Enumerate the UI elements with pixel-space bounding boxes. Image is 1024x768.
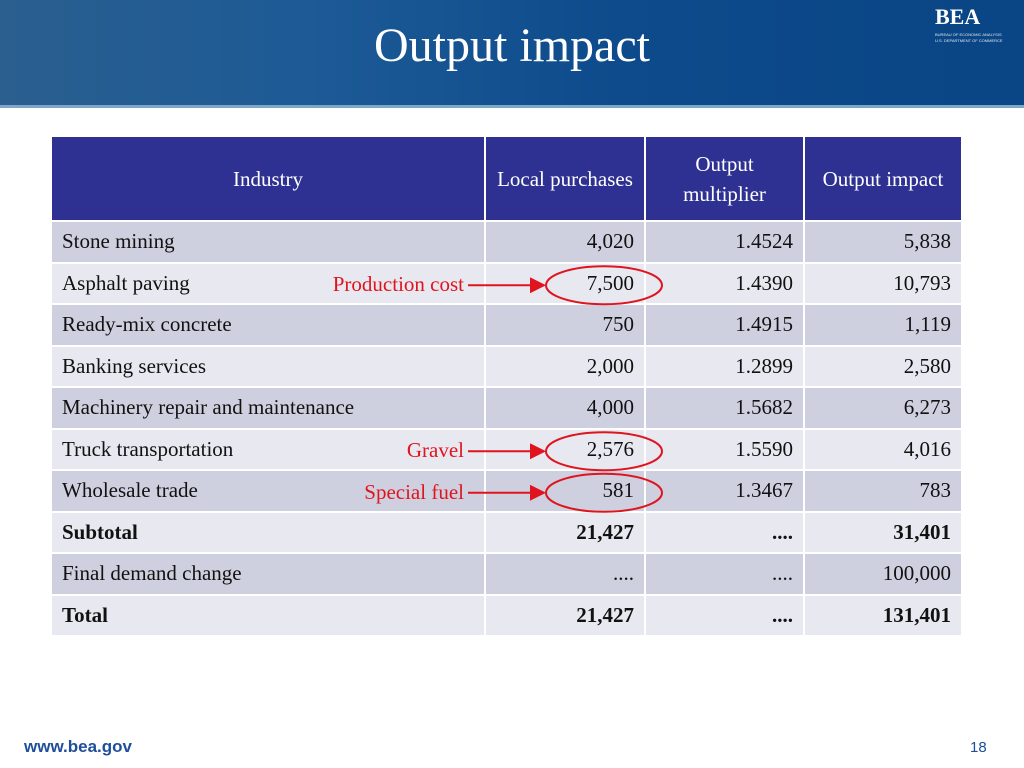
table-cell: 2,000	[486, 346, 646, 388]
table-cell: 1.5590	[646, 429, 805, 471]
table-cell: 4,020	[486, 222, 646, 264]
logo-subtitle: U.S. DEPARTMENT OF COMMERCE	[935, 38, 1003, 43]
table-cell: Banking services	[52, 346, 486, 388]
table-cell: 2,576	[486, 429, 646, 471]
table-cell: Subtotal	[52, 512, 486, 554]
table-cell: 7,500	[486, 263, 646, 305]
logo-subtitle: BUREAU OF ECONOMIC ANALYSIS	[935, 32, 1002, 37]
annotation-label: Gravel	[406, 438, 464, 463]
table-cell: Truck transportation	[52, 429, 486, 471]
table-cell: 581	[486, 471, 646, 513]
table-cell: 1.2899	[646, 346, 805, 388]
table-cell: 4,000	[486, 388, 646, 430]
table-cell: 1.4390	[646, 263, 805, 305]
header-band: Output impact BEA BUREAU OF ECONOMIC ANA…	[0, 0, 1024, 108]
table-cell: ....	[486, 554, 646, 596]
table-cell: 1.3467	[646, 471, 805, 513]
table-cell: Ready-mix concrete	[52, 305, 486, 347]
column-header: Output impact	[805, 137, 963, 222]
slide-title: Output impact	[374, 19, 650, 72]
table-cell: 100,000	[805, 554, 963, 596]
table-cell: Stone mining	[52, 222, 486, 264]
table-cell: 21,427	[486, 595, 646, 637]
table-cell: 750	[486, 305, 646, 347]
logo: BEA	[935, 4, 981, 29]
table-cell: 4,016	[805, 429, 963, 471]
annotation-label: Special fuel	[364, 479, 464, 504]
page-number: 18	[970, 739, 987, 756]
column-header: Industry	[52, 137, 486, 222]
table-cell: 1.4524	[646, 222, 805, 264]
table-cell: 21,427	[486, 512, 646, 554]
table-cell: Total	[52, 595, 486, 637]
table-cell: Wholesale trade	[52, 471, 486, 513]
annotation-label: Production cost	[332, 272, 464, 297]
table-cell: 1.5682	[646, 388, 805, 430]
table-cell: 2,580	[805, 346, 963, 388]
table-cell: 783	[805, 471, 963, 513]
column-header: Local purchases	[486, 137, 646, 222]
table-cell: Final demand change	[52, 554, 486, 596]
table-cell: 31,401	[805, 512, 963, 554]
table-cell: Machinery repair and maintenance	[52, 388, 486, 430]
footer-url: www.bea.gov	[24, 737, 133, 756]
table-cell: 5,838	[805, 222, 963, 264]
table-cell: 1,119	[805, 305, 963, 347]
table-cell: Asphalt paving	[52, 263, 486, 305]
column-header: Output multiplier	[646, 137, 805, 222]
table-cell: ....	[646, 595, 805, 637]
table-cell: 6,273	[805, 388, 963, 430]
table-cell: 131,401	[805, 595, 963, 637]
table-cell: ....	[646, 554, 805, 596]
table-cell: 1.4915	[646, 305, 805, 347]
table-cell: ....	[646, 512, 805, 554]
table-cell: 10,793	[805, 263, 963, 305]
